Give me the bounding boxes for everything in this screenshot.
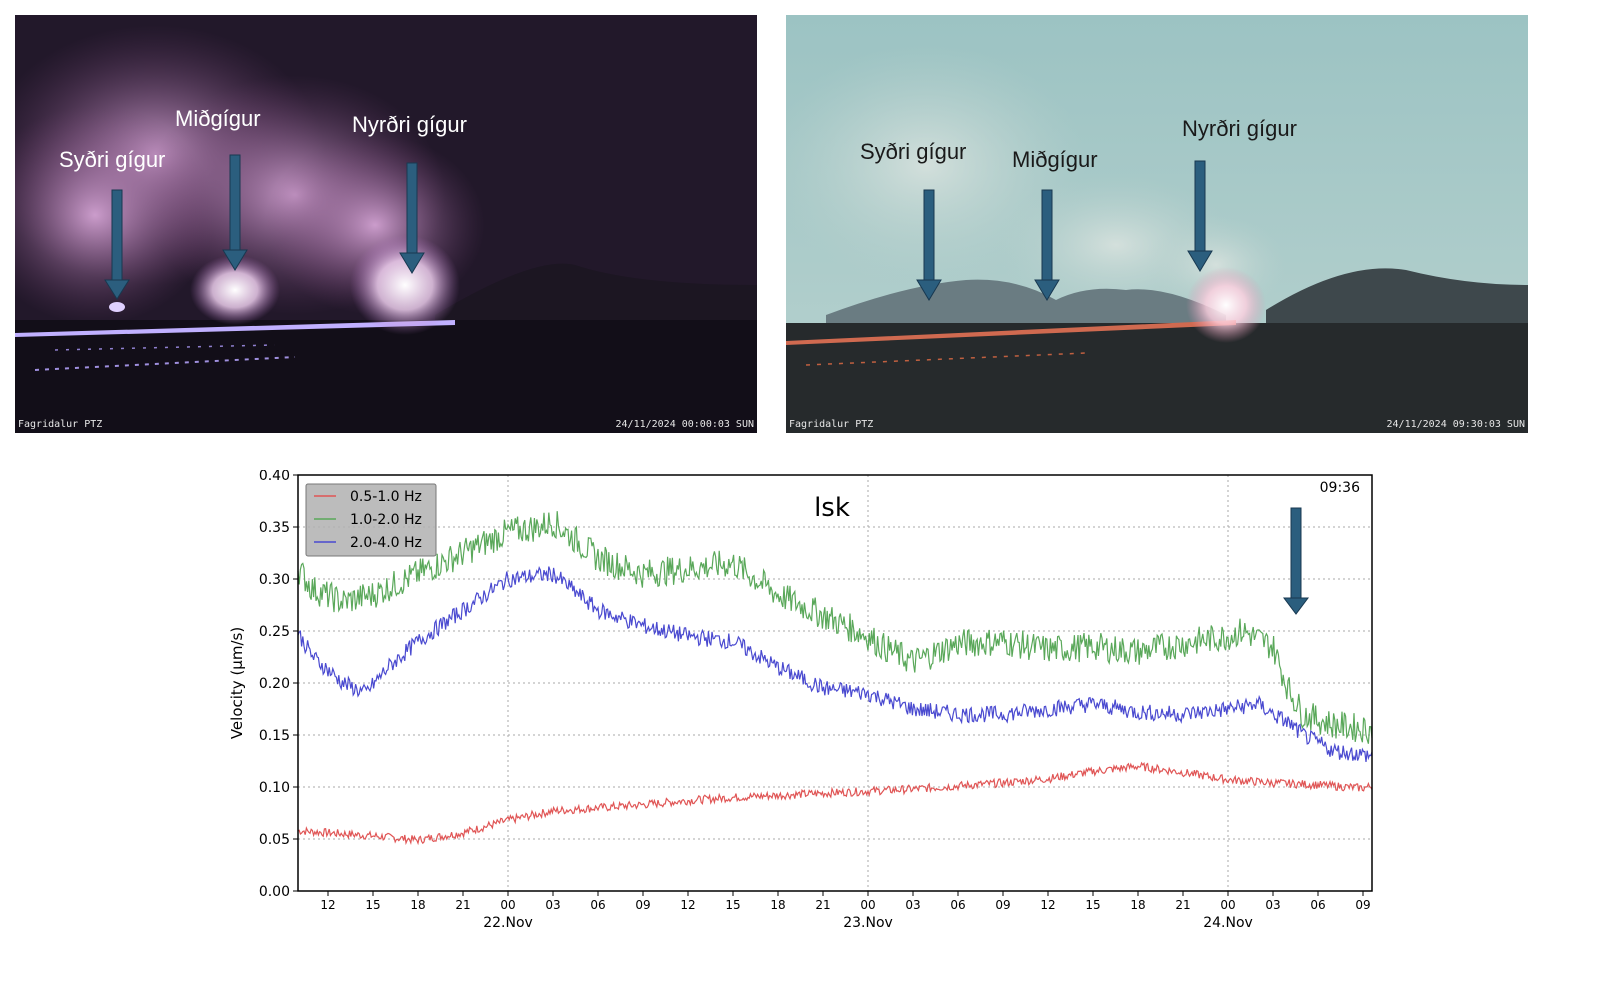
legend-label-2: 2.0-4.0 Hz	[350, 535, 422, 551]
webcam-photo-day: Syðri gígur Miðgígur Nyrðri gígur Fagrid…	[786, 15, 1528, 433]
x-tick-label: 06	[950, 898, 965, 912]
x-tick-label: 06	[590, 898, 605, 912]
chart-title: lsk	[814, 493, 850, 523]
day-label: 23.Nov	[843, 915, 893, 931]
series-line-0	[297, 761, 1373, 846]
y-tick-label: 0.40	[259, 470, 290, 484]
series-line-1	[297, 511, 1373, 744]
night-volcano-scene	[15, 15, 757, 433]
x-tick-label: 06	[1310, 898, 1325, 912]
x-tick-label: 00	[860, 898, 875, 912]
x-tick-label: 21	[455, 898, 470, 912]
legend-label-1: 1.0-2.0 Hz	[350, 512, 422, 528]
x-tick-label: 21	[1175, 898, 1190, 912]
y-axis-label: Velocity (μm/s)	[228, 627, 246, 739]
camera-name-day: Fagridalur PTZ	[789, 419, 874, 430]
x-tick-label: 12	[1040, 898, 1055, 912]
label-sydri-gigur-night: Syðri gígur	[59, 147, 166, 172]
chart-time-label: 09:36	[1320, 480, 1360, 496]
legend: 0.5-1.0 Hz 1.0-2.0 Hz 2.0-4.0 Hz	[305, 483, 437, 557]
y-tick-label: 0.05	[259, 832, 290, 848]
timestamp-day: 24/11/2024 09:30:03 SUN	[1386, 419, 1525, 430]
webcam-photo-night: Syðri gígur Miðgígur Nyrðri gígur Fagrid…	[15, 15, 757, 433]
label-nyrdri-gigur-day: Nyrðri gígur	[1182, 116, 1297, 141]
x-tick-label: 09	[635, 898, 650, 912]
x-tick-label: 15	[725, 898, 740, 912]
legend-box	[305, 483, 437, 557]
x-tick-label: 00	[1220, 898, 1235, 912]
x-tick-label: 03	[905, 898, 920, 912]
grid-layer	[298, 475, 1372, 891]
day-label: 24.Nov	[1203, 915, 1253, 931]
tremor-chart: 0.00 0.05 0.10 0.15 0.20 0.25 0.30 0.35 0.40 12 1…	[220, 468, 1420, 979]
x-ticks: 12 15 18 21 00 03 06 09 12 15 18 21 00 03 06 09 12 15 18 21…	[320, 891, 1371, 931]
x-tick-label: 03	[545, 898, 560, 912]
x-tick-label: 09	[995, 898, 1010, 912]
series-line-2	[297, 565, 1373, 762]
camera-name-night: Fagridalur PTZ	[18, 419, 103, 430]
x-tick-label: 12	[320, 898, 335, 912]
label-midgigur-night: Miðgígur	[175, 106, 261, 131]
timestamp-night: 24/11/2024 00:00:03 SUN	[615, 419, 754, 430]
y-tick-label: 0.10	[259, 780, 290, 796]
y-tick-label: 0.20	[259, 676, 290, 692]
label-midgigur-day: Miðgígur	[1012, 147, 1098, 172]
y-tick-label: 0.35	[259, 520, 290, 536]
day-volcano-scene	[786, 15, 1528, 433]
y-tick-label: 0.30	[259, 572, 290, 588]
y-tick-label: 0.00	[259, 884, 290, 900]
annotation-arrow	[1283, 507, 1309, 615]
x-tick-label: 15	[1085, 898, 1100, 912]
x-tick-label: 00	[500, 898, 515, 912]
y-tick-label: 0.25	[259, 624, 290, 640]
x-tick-label: 21	[815, 898, 830, 912]
y-tick-label: 0.15	[259, 728, 290, 744]
day-label: 22.Nov	[483, 915, 533, 931]
series-layer	[297, 511, 1373, 846]
label-sydri-gigur-day: Syðri gígur	[860, 139, 967, 164]
label-nyrdri-gigur-night: Nyrðri gígur	[352, 112, 467, 137]
tremor-chart-svg: 0.000.050.100.150.200.250.300.350.40 12 1…	[228, 468, 1373, 931]
x-tick-label: 03	[1265, 898, 1280, 912]
x-tick-label: 12	[680, 898, 695, 912]
x-tick-label: 18	[770, 898, 785, 912]
x-tick-label: 18	[410, 898, 425, 912]
x-tick-label: 18	[1130, 898, 1145, 912]
x-tick-label: 15	[365, 898, 380, 912]
x-tick-label: 09	[1355, 898, 1370, 912]
legend-label-0: 0.5-1.0 Hz	[350, 489, 422, 505]
y-ticks: 0.00 0.05 0.10 0.15 0.20 0.25 0.30 0.35 0.40	[259, 468, 298, 900]
